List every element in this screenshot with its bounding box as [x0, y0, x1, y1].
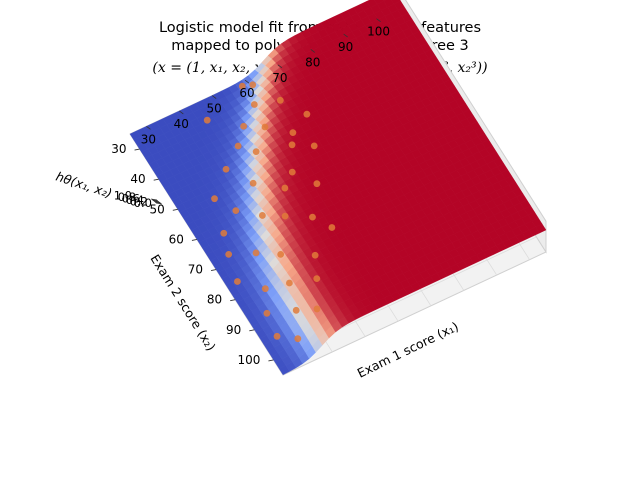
data-point [276, 96, 284, 104]
y-tick-label: 80 [207, 293, 222, 307]
data-point [258, 212, 266, 219]
data-point [234, 278, 241, 285]
y-tick-label: 40 [130, 172, 145, 186]
data-point [313, 305, 321, 313]
x-tick-label: 30 [141, 132, 156, 146]
x-tick [310, 49, 316, 53]
data-point [240, 122, 248, 130]
data-point [225, 250, 233, 258]
surface-patch [391, 0, 401, 5]
z-tick [154, 201, 162, 204]
z-tick-label: 0.2 [130, 195, 148, 209]
y-tick [191, 239, 198, 241]
data-point [328, 224, 336, 231]
y-tick-label: 30 [111, 142, 126, 156]
x-tick-label: 60 [239, 86, 254, 100]
data-point [294, 335, 302, 343]
x-tick-label: 40 [174, 117, 189, 131]
x-tick [244, 79, 250, 84]
axes-layer: 30 40 50 60 70 80 90 100 30 40 50 60 70 80 90 100 0.00.2… [111, 18, 390, 367]
x-tick-label: 70 [272, 71, 287, 85]
x-tick [343, 33, 348, 38]
data-point [249, 179, 257, 187]
data-point [289, 129, 297, 137]
data-point [250, 101, 258, 108]
y-tick [134, 148, 140, 151]
y-tick [268, 359, 274, 362]
z-tick [155, 202, 163, 205]
data-point [261, 285, 269, 293]
x-tick-label: 80 [305, 55, 320, 69]
z-tick [153, 201, 161, 203]
z-tick-label: 0.0 [134, 196, 152, 210]
x-tick-label: 50 [207, 102, 222, 116]
surface-patch [382, 0, 387, 2]
z-tick-label: 0.4 [126, 193, 144, 207]
z-axis-label: hθ(x₁, x₂) [54, 169, 114, 201]
data-point [211, 195, 218, 203]
data-point [288, 141, 296, 149]
z-tick-label: 0.8 [118, 190, 136, 204]
y-tick-label: 100 [238, 353, 261, 367]
x-tick [277, 64, 283, 69]
data-point [288, 168, 296, 176]
data-point [313, 180, 321, 188]
data-point [281, 184, 289, 192]
y-tick [210, 269, 217, 271]
data-point [220, 229, 228, 237]
y-tick [172, 208, 178, 211]
z-tick [150, 198, 158, 201]
x-tick [376, 18, 381, 23]
z-tick-label: 0.6 [122, 192, 140, 206]
y-tick [153, 178, 159, 181]
data-point [222, 165, 230, 173]
data-point [313, 275, 321, 283]
data-point [281, 212, 289, 220]
x-tick-label: 100 [367, 25, 390, 39]
data-point [232, 207, 240, 215]
y-tick-label: 50 [150, 202, 165, 216]
x-tick-label: 90 [338, 40, 353, 54]
x-tick [146, 125, 151, 130]
data-point [252, 249, 260, 257]
y-tick-label: 90 [226, 323, 241, 337]
x-tick [211, 95, 217, 99]
data-point [292, 306, 300, 314]
data-point [238, 82, 246, 90]
data-points [203, 81, 336, 343]
z-tick [152, 200, 160, 202]
data-point [277, 250, 285, 258]
data-point [286, 279, 293, 287]
data-point [311, 251, 319, 259]
data-point [249, 81, 257, 89]
data-point [303, 110, 311, 118]
data-point [203, 116, 211, 124]
y-tick [230, 299, 236, 302]
x-tick [179, 110, 184, 115]
y-tick-label: 60 [169, 232, 184, 246]
data-point [273, 332, 281, 340]
y-tick [249, 329, 255, 332]
data-point [234, 142, 242, 150]
data-point [261, 123, 269, 131]
data-point [252, 148, 260, 156]
y-tick-label: 70 [188, 263, 203, 277]
data-point [263, 309, 271, 317]
data-point [310, 142, 318, 150]
probability-surface [129, 0, 547, 376]
z-tick-label: 1.0 [114, 189, 132, 203]
data-point [309, 213, 316, 221]
z-tick [151, 199, 159, 202]
